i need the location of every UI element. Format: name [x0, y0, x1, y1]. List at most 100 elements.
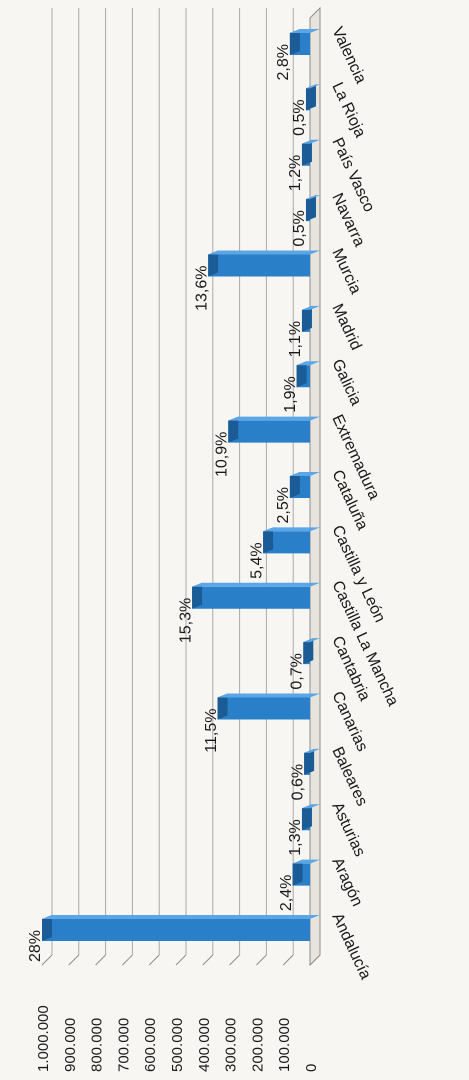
gridline-foot — [202, 954, 214, 966]
category-axis-labels: AndalucíaAragónAsturiasBalearesCanariasC… — [328, 25, 401, 983]
bar — [192, 582, 320, 609]
data-label: 1,9% — [282, 376, 299, 412]
bar-face — [228, 420, 310, 443]
data-label: 15,3% — [177, 598, 194, 643]
category-label: Baleares — [328, 744, 370, 808]
bar-side — [208, 250, 320, 255]
tick-label: 0 — [303, 1064, 320, 1072]
category-label: Galicia — [328, 357, 364, 409]
bar-side — [228, 416, 320, 421]
gridline-foot — [68, 954, 80, 966]
bar-end — [228, 416, 239, 443]
data-label: 0,6% — [289, 764, 306, 800]
bar-end — [304, 748, 315, 775]
gridline-foot — [256, 954, 267, 966]
bar-side — [305, 84, 320, 89]
bar — [42, 915, 320, 941]
bar-end — [292, 859, 303, 886]
category-label: Asturias — [328, 800, 368, 860]
bar-face — [217, 697, 310, 720]
category-label: Andalucía — [328, 911, 374, 983]
bar-end — [301, 804, 312, 831]
bar-side — [292, 859, 320, 864]
gridline-foot — [148, 954, 160, 966]
bar-end — [208, 250, 219, 277]
bar — [263, 527, 320, 554]
category-label: Valencia — [328, 25, 369, 87]
bar — [303, 638, 320, 665]
tick-label: 900.000 — [62, 1018, 79, 1072]
tick-label: 800.000 — [89, 1018, 106, 1072]
bar-side — [263, 527, 320, 532]
data-label: 11,5% — [203, 709, 220, 753]
gridline-foot — [282, 954, 294, 966]
bar — [289, 472, 320, 498]
tick-label: 700.000 — [115, 1018, 132, 1072]
bar — [301, 305, 320, 332]
bar — [228, 416, 320, 443]
bar — [304, 748, 320, 775]
bar-end — [296, 361, 307, 388]
bar-end — [305, 84, 316, 111]
bar — [301, 804, 320, 831]
bar-face — [208, 254, 310, 277]
bar — [296, 361, 320, 388]
data-label: 1,3% — [287, 819, 304, 855]
bar-side — [301, 804, 320, 809]
category-label: Aragón — [328, 855, 365, 909]
bar-face — [192, 586, 310, 609]
data-label: 1,1% — [287, 321, 304, 357]
tick-label: 400.000 — [196, 1018, 213, 1072]
bar-end — [301, 139, 312, 166]
gridline-foot — [175, 954, 187, 966]
data-label: 28% — [27, 930, 44, 962]
bar-side — [289, 472, 320, 476]
bar-side — [301, 305, 320, 310]
bar-end — [305, 195, 316, 222]
bar — [305, 84, 320, 111]
tick-label: 600.000 — [142, 1018, 159, 1072]
data-label: 10,9% — [213, 432, 230, 477]
bar-side — [304, 748, 320, 753]
category-label: Murcia — [328, 246, 364, 297]
tick-label: 100.000 — [276, 1018, 293, 1072]
bar — [217, 693, 320, 720]
gridline-foot — [122, 954, 133, 966]
bar-end — [217, 693, 228, 720]
gridline-foot — [41, 954, 53, 966]
bar-end — [263, 527, 274, 554]
bar-side — [301, 139, 320, 144]
category-label: La Rioja — [328, 80, 368, 140]
bar — [301, 139, 320, 166]
bar — [292, 859, 320, 886]
bar-side — [42, 915, 320, 919]
bar-end — [289, 29, 300, 55]
bar — [289, 29, 320, 55]
data-label: 1,2% — [287, 155, 304, 191]
tick-label: 300.000 — [223, 1018, 240, 1072]
bar — [305, 195, 320, 222]
tick-label: 1.000.000 — [35, 1005, 52, 1072]
data-label: 0,7% — [289, 653, 306, 689]
data-label: 2,4% — [278, 875, 295, 911]
category-label: Madrid — [328, 301, 364, 353]
bar-side — [192, 582, 320, 587]
tick-label: 500.000 — [169, 1018, 186, 1072]
tick-label: 200.000 — [249, 1018, 266, 1072]
bar-face — [263, 531, 310, 554]
bar-side — [296, 361, 320, 366]
bar-end — [192, 582, 203, 609]
bars — [42, 29, 320, 941]
data-label: 2,8% — [275, 44, 292, 80]
data-label: 2,5% — [275, 487, 292, 523]
bar-side — [217, 693, 320, 698]
bar-face — [42, 919, 310, 941]
gridline-foot — [95, 954, 106, 966]
data-label: 0,5% — [291, 210, 308, 246]
bar-side — [305, 195, 320, 200]
data-label: 5,4% — [248, 542, 265, 578]
value-axis-ticks: 0 100.000 200.000 300.000 400.000 500.000 600.… — [35, 1005, 320, 1072]
bar-side — [289, 29, 320, 33]
bar-side — [303, 638, 320, 643]
